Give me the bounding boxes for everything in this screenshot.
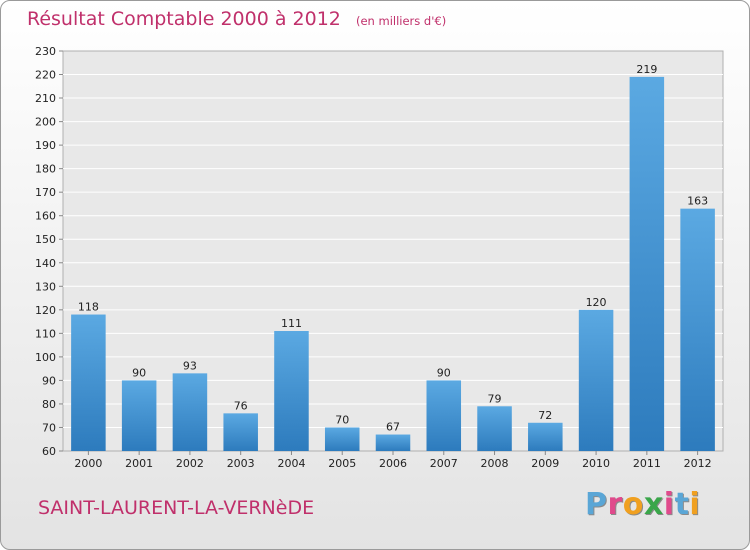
y-tick-label: 220	[35, 69, 56, 82]
bar-value-label: 118	[78, 301, 99, 314]
x-tick-label: 2008	[481, 457, 509, 470]
bar-2012	[680, 208, 715, 451]
y-tick-label: 150	[35, 233, 56, 246]
bar-value-label: 72	[538, 409, 552, 422]
chart-title-text: Résultat Comptable 2000 à 2012	[27, 8, 341, 30]
bar-value-label: 67	[386, 421, 400, 434]
y-tick-label: 170	[35, 186, 56, 199]
y-tick-label: 160	[35, 210, 56, 223]
bar-value-label: 111	[281, 317, 302, 330]
y-tick-label: 190	[35, 139, 56, 152]
y-axis-ticks: 60 70 80 90 100 110 120 130 140 150 160 170 180 190 20…	[35, 45, 63, 458]
bar-2003	[223, 413, 258, 451]
chart-title: Résultat Comptable 2000 à 2012 (en milli…	[27, 8, 446, 30]
bar-2005	[324, 427, 360, 451]
y-tick-label: 210	[35, 92, 56, 105]
commune-name: SAINT-LAURENT-LA-VERNèDE	[38, 497, 315, 519]
y-tick-label: 60	[42, 445, 56, 458]
bar-2008	[477, 406, 512, 451]
x-tick-label: 2003	[227, 457, 255, 470]
x-tick-label: 2002	[176, 457, 204, 470]
y-tick-label: 120	[35, 304, 56, 317]
y-tick-label: 130	[35, 280, 56, 293]
bar-value-label: 76	[234, 399, 248, 412]
bar-2000	[71, 314, 106, 451]
y-tick-label: 90	[42, 374, 56, 387]
y-tick-label: 100	[35, 351, 56, 364]
x-tick-label: 2001	[125, 457, 153, 470]
y-tick-label: 140	[35, 257, 56, 270]
x-tick-label: 2005	[328, 457, 356, 470]
bar-value-label: 90	[437, 366, 451, 379]
bar-2010	[578, 309, 614, 451]
bar-value-label: 90	[132, 366, 146, 379]
x-tick-label: 2010	[582, 457, 610, 470]
x-tick-label: 2006	[379, 457, 407, 470]
x-tick-label: 2000	[74, 457, 102, 470]
plot-area	[62, 50, 724, 452]
y-tick-label: 200	[35, 116, 56, 129]
bar-value-label: 93	[183, 359, 197, 372]
x-tick-label: 2007	[430, 457, 458, 470]
x-tick-label: 2004	[277, 457, 305, 470]
y-tick-label: 70	[42, 421, 56, 434]
x-axis-ticks: 2000 2001 2002 2003 2004 2005 2006 2007 2008 2009…	[74, 451, 712, 470]
x-tick-label: 2012	[684, 457, 712, 470]
y-tick-label: 80	[42, 398, 56, 411]
proxiti-logo: Proxiti	[585, 487, 701, 522]
x-tick-label: 2011	[633, 457, 661, 470]
bar-2004	[274, 331, 309, 451]
bar-value-label: 79	[488, 392, 502, 405]
bar-value-label: 120	[586, 296, 607, 309]
bar-2001	[121, 380, 157, 451]
bar-value-label: 219	[636, 63, 657, 76]
bar-2007	[426, 380, 462, 451]
bar-value-label: 163	[687, 195, 708, 208]
bars: 118 90 93 76 111 70 67 90 79 72 120 219 163	[71, 63, 715, 451]
bar-2009	[528, 422, 563, 451]
bar-2006	[375, 434, 411, 451]
y-tick-label: 110	[35, 327, 56, 340]
chart-unit-note: (en milliers d'€)	[355, 14, 447, 28]
bar-2011	[629, 76, 665, 451]
x-tick-label: 2009	[531, 457, 559, 470]
y-tick-label: 180	[35, 163, 56, 176]
bar-2002	[172, 373, 208, 451]
y-tick-label: 230	[35, 45, 56, 58]
bar-value-label: 70	[335, 413, 349, 426]
